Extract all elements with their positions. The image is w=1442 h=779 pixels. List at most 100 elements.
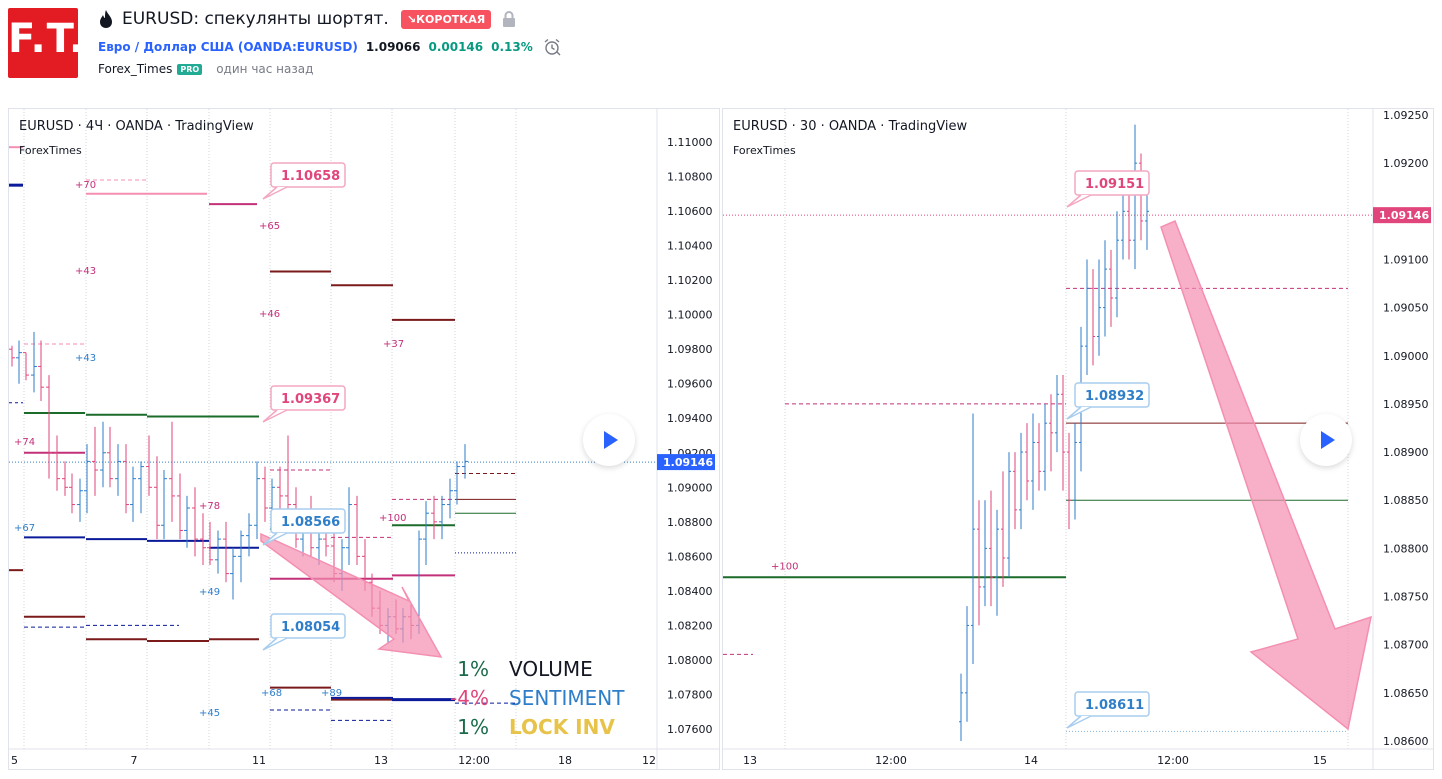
stats-panel: 1% VOLUME -4% SENTIMENT 1% LOCK INV xyxy=(439,654,624,741)
ohlc-bar xyxy=(107,426,113,488)
ohlc-bar xyxy=(1139,153,1143,241)
play-button[interactable] xyxy=(1300,414,1352,466)
ohlc-bar xyxy=(262,466,268,522)
price-tick: 1.09250 xyxy=(1383,109,1429,122)
callout-box xyxy=(1074,691,1150,717)
ohlc-bar xyxy=(54,435,60,491)
ohlc-bar xyxy=(123,444,129,514)
ohlc-bar xyxy=(1061,375,1065,491)
author-name[interactable]: Forex_Times xyxy=(98,62,173,76)
title-row: EURUSD: спекулянты шортят. ↘КОРОТКАЯ xyxy=(98,8,517,30)
ohlc-bar xyxy=(84,444,90,514)
ohlc-bar xyxy=(100,421,106,488)
ohlc-bar xyxy=(1115,211,1119,318)
price-tick: 1.08700 xyxy=(1383,639,1429,652)
price-tick: 1.10400 xyxy=(667,240,713,253)
price-tick: 1.09200 xyxy=(1383,157,1429,170)
level-label: +89 xyxy=(321,688,342,699)
callout-pointer xyxy=(1066,406,1092,420)
ohlc-bar xyxy=(1007,452,1011,578)
price-tick: 1.07800 xyxy=(667,688,713,701)
author-row: Forex_Times PRO один час назад xyxy=(98,62,313,76)
ohlc-bar xyxy=(277,466,283,514)
current-price-label: 1.09146 xyxy=(1379,209,1429,222)
price-callout: 1.09367 xyxy=(262,385,346,423)
ohlc-bar xyxy=(1097,259,1101,356)
time-tick: 12 xyxy=(642,754,656,767)
ohlc-bar xyxy=(238,530,244,583)
ohlc-bar xyxy=(1109,249,1113,327)
price-tick: 1.11000 xyxy=(667,136,713,149)
level-label: +49 xyxy=(199,587,220,598)
ohlc-bar xyxy=(69,473,75,514)
time-tick: 12:00 xyxy=(1157,754,1189,767)
callout-text: 1.10658 xyxy=(281,169,340,184)
ohlc-bar xyxy=(62,461,68,496)
price-tick: 1.09800 xyxy=(667,343,713,356)
time-tick: 5 xyxy=(11,754,18,767)
ohlc-bar xyxy=(31,331,37,393)
level-label: +43 xyxy=(75,353,96,364)
ohlc-bar xyxy=(995,509,999,616)
ohlc-bar xyxy=(16,340,22,384)
chart-legend-title: EURUSD · 4Ч · OANDA · TradingView xyxy=(19,119,254,134)
symbol-link[interactable]: Евро / Доллар США (OANDA:EURUSD) xyxy=(98,40,358,54)
price-callout: 1.08611 xyxy=(1066,691,1150,729)
ohlc-bar xyxy=(154,456,160,540)
ohlc-bar xyxy=(215,530,221,574)
author-logo[interactable]: F.T. xyxy=(8,8,86,78)
ohlc-bar xyxy=(285,435,291,522)
chart-legend-title: EURUSD · 30 · OANDA · TradingView xyxy=(733,119,968,134)
symbol-change: 0.00146 xyxy=(428,40,484,54)
ohlc-bar xyxy=(354,495,360,565)
ohlc-bar xyxy=(38,340,44,401)
alarm-clock-icon[interactable] xyxy=(543,38,561,56)
ohlc-bar xyxy=(447,478,453,519)
level-label: +43 xyxy=(75,266,96,277)
level-label: +70 xyxy=(75,180,96,191)
ohlc-bar xyxy=(1049,394,1053,472)
idea-header: F.T. EURUSD: спекулянты шортят. ↘КОРОТКА… xyxy=(0,0,1442,100)
price-callout: 1.08932 xyxy=(1066,382,1150,420)
time-tick: 13 xyxy=(743,754,757,767)
price-tick: 1.08850 xyxy=(1383,494,1429,507)
price-tick: 1.08600 xyxy=(1383,735,1429,748)
callout-text: 1.08932 xyxy=(1085,389,1144,404)
callout-text: 1.08611 xyxy=(1085,698,1144,713)
time-axis: 5 7 11 13 12:00 18 12 xyxy=(11,754,656,767)
current-price-tag xyxy=(657,454,715,471)
ohlc-bar xyxy=(983,500,987,607)
stat-volume-pct: 1% xyxy=(457,656,489,681)
stat-sentiment-label: SENTIMENT xyxy=(509,685,625,710)
levels: +100 xyxy=(723,287,1348,732)
chart-30m-canvas[interactable]: +100 1.09151 1.08932 1.08611 1.09250 1.0920… xyxy=(723,109,1434,770)
callout-text: 1.09151 xyxy=(1085,177,1144,192)
price-tick: 1.10200 xyxy=(667,274,713,287)
callout-box xyxy=(270,613,346,639)
ohlc-bar xyxy=(254,461,260,540)
price-axis: 1.092501.092001.091501.091001.090501.090… xyxy=(1373,109,1431,748)
ohlc-bar xyxy=(454,461,460,505)
chart-4h-canvas[interactable]: +70 +65 +43 +46 +37 +43 +74 +67 +78 +100 +49 +68 +89… xyxy=(9,109,720,770)
level-label: +46 xyxy=(259,309,280,320)
price-tick: 1.10800 xyxy=(667,171,713,184)
time-tick: 14 xyxy=(1024,754,1038,767)
price-tick: 1.09100 xyxy=(1383,253,1429,266)
chart-legend-author: ForexTimes xyxy=(733,144,796,157)
price-tick: 1.08400 xyxy=(667,585,713,598)
chart-30m[interactable]: +100 1.09151 1.08932 1.08611 1.09250 1.0920… xyxy=(722,108,1434,770)
chart-4h[interactable]: +70 +65 +43 +46 +37 +43 +74 +67 +78 +100 +49 +68 +89… xyxy=(8,108,720,770)
price-tick: 1.10600 xyxy=(667,205,713,218)
level-label: +67 xyxy=(14,523,35,534)
logo-text: F.T. xyxy=(8,16,86,62)
time-axis: 13 12:00 14 12:00 15 xyxy=(743,754,1327,767)
candles xyxy=(959,124,1149,741)
ohlc-bar xyxy=(200,513,206,565)
price-tick: 1.08800 xyxy=(667,516,713,529)
price-tick: 1.08200 xyxy=(667,619,713,632)
play-button[interactable] xyxy=(583,414,635,466)
ohlc-bar xyxy=(977,500,981,626)
ohlc-bar xyxy=(115,444,121,496)
ohlc-bar xyxy=(1067,432,1071,530)
callout-box xyxy=(1074,382,1150,408)
